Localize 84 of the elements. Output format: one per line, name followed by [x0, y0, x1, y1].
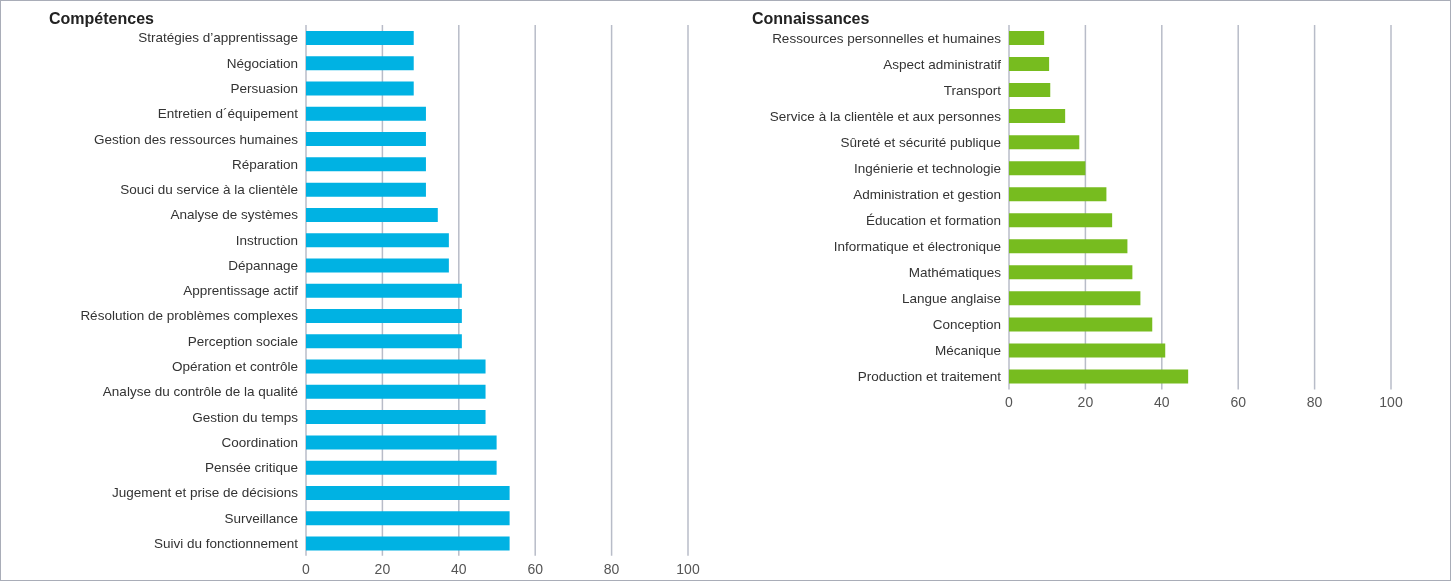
y-tick-label: Surveillance: [224, 510, 298, 526]
y-tick-label: Souci du service à la clientèle: [120, 182, 298, 198]
y-tick-label: Sûreté et sécurité publique: [840, 135, 1001, 151]
y-tick-label: Gestion du temps: [192, 409, 299, 425]
y-tick-label: Service à la clientèle et aux personnes: [769, 109, 1002, 125]
bar: [306, 486, 510, 501]
bar: [306, 106, 426, 121]
bar: [306, 283, 462, 298]
bar: [306, 511, 510, 526]
bar: [306, 435, 497, 450]
y-tick-label: Éducation et formation: [865, 213, 1001, 229]
bar: [306, 384, 486, 399]
x-tick-label: 0: [1005, 394, 1014, 411]
bar: [1009, 265, 1133, 280]
bar: [1009, 343, 1166, 358]
y-tick-label: Coordination: [221, 434, 298, 450]
y-tick-label: Mathématiques: [908, 265, 1002, 281]
bar: [306, 56, 414, 71]
y-tick-label: Analyse du contrôle de la qualité: [102, 384, 298, 400]
x-tick-label: 100: [676, 560, 700, 577]
bar: [1009, 31, 1045, 46]
bar: [1009, 83, 1051, 98]
bar: [306, 157, 426, 172]
y-tick-label: Production et traitement: [857, 369, 1002, 385]
y-tick-label: Stratégies d’apprentissage: [138, 30, 298, 46]
bar: [1009, 109, 1066, 124]
y-tick-label: Langue anglaise: [901, 291, 1001, 307]
x-tick-label: 0: [302, 560, 311, 577]
bar: [1009, 369, 1189, 384]
bar: [306, 81, 414, 96]
y-tick-label: Apprentissage actif: [183, 283, 299, 299]
bar: [306, 359, 486, 374]
y-tick-label: Gestion des ressources humaines: [93, 131, 299, 147]
bar: [306, 233, 449, 248]
y-tick-label: Administration et gestion: [853, 187, 1001, 203]
bar: [306, 334, 462, 349]
y-tick-label: Opération et contrôle: [171, 359, 298, 375]
x-tick-label: 40: [451, 560, 467, 577]
y-tick-label: Suivi du fonctionnement: [153, 536, 299, 552]
y-tick-label: Pensée critique: [204, 460, 298, 476]
bar: [306, 182, 426, 197]
bar: [1009, 57, 1050, 72]
y-tick-label: Dépannage: [228, 258, 298, 274]
bar: [306, 208, 438, 223]
bar: [306, 258, 449, 273]
y-tick-label: Analyse de systèmes: [170, 207, 299, 223]
bar: [306, 410, 486, 425]
x-tick-label: 20: [374, 560, 391, 577]
y-tick-label: Instruction: [235, 232, 298, 248]
y-tick-label: Transport: [943, 83, 1002, 99]
bar: [1009, 187, 1107, 202]
y-tick-label: Conception: [932, 317, 1001, 333]
bar: [1009, 291, 1141, 306]
y-tick-label: Persuasion: [230, 81, 298, 97]
y-tick-label: Négociation: [226, 55, 298, 71]
bar: [1009, 239, 1128, 254]
y-tick-label: Informatique et électronique: [833, 239, 1001, 255]
y-tick-label: Entretien d´équipement: [157, 106, 299, 122]
y-tick-label: Résolution de problèmes complexes: [80, 308, 299, 324]
y-tick-label: Réparation: [231, 156, 298, 172]
bar: [306, 31, 414, 46]
x-tick-label: 80: [1306, 394, 1323, 411]
text: Connaissances: [752, 10, 870, 28]
x-tick-label: 60: [1230, 394, 1247, 411]
x-tick-label: 100: [1379, 394, 1403, 411]
bar: [306, 309, 462, 324]
text: Compétences: [49, 10, 154, 28]
y-tick-label: Jugement et prise de décisions: [111, 485, 299, 501]
x-tick-label: 80: [603, 560, 620, 577]
bar: [1009, 135, 1080, 150]
bar: [306, 536, 510, 551]
bar: [1009, 161, 1086, 176]
y-tick-label: Aspect administratif: [883, 56, 1002, 72]
y-tick-label: Ressources personnelles et humaines: [772, 30, 1002, 46]
y-tick-label: Mécanique: [934, 343, 1001, 359]
x-tick-label: 20: [1077, 394, 1094, 411]
x-tick-label: 60: [527, 560, 544, 577]
y-tick-label: Perception sociale: [187, 333, 298, 349]
bar: [306, 132, 426, 147]
x-tick-label: 40: [1154, 394, 1170, 411]
bar: [1009, 213, 1113, 228]
y-tick-label: Ingénierie et technologie: [853, 161, 1001, 177]
bar: [1009, 317, 1153, 332]
bar: [306, 460, 497, 475]
